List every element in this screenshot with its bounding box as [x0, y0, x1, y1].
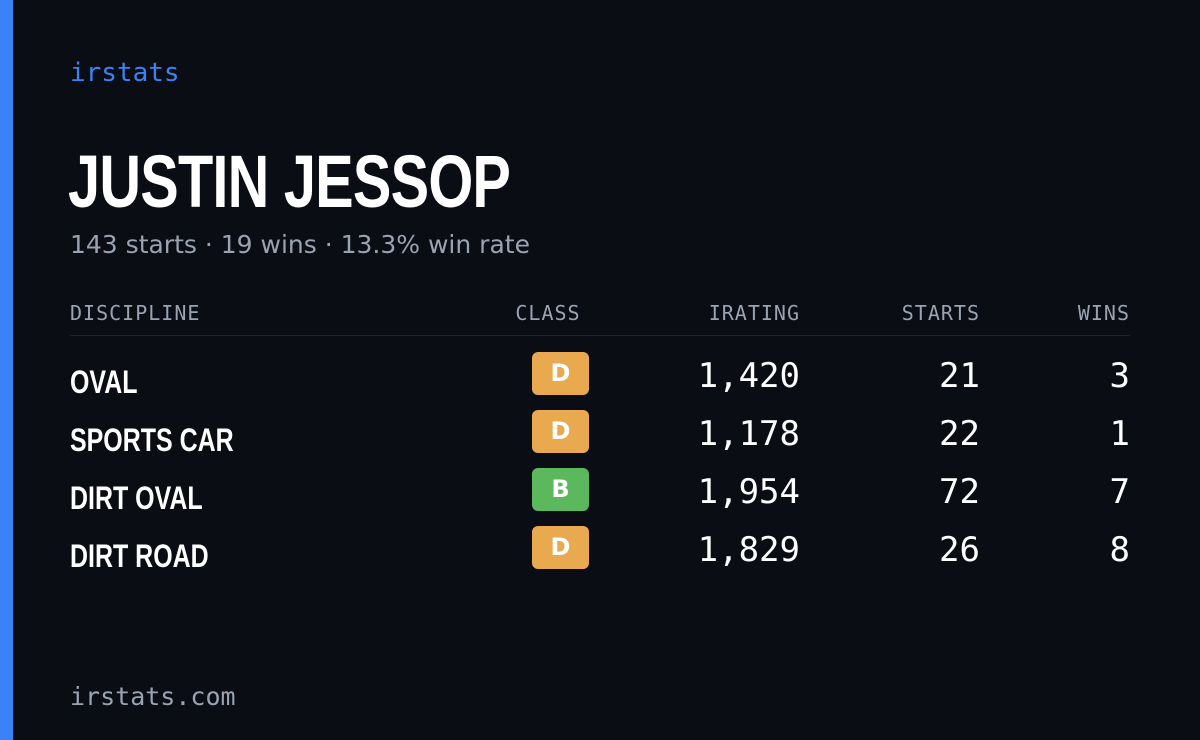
starts-value: 22 [939, 414, 980, 454]
table-body: OVAL D 1,420 21 3 SPORTS CAR D 1,178 22 … [70, 352, 1130, 584]
wins-value: 1 [1109, 414, 1130, 454]
irating-value: 1,420 [697, 356, 800, 396]
starts-value: 21 [939, 356, 980, 396]
footer-domain: irstats.com [70, 682, 236, 711]
discipline-table: DISCIPLINE CLASS IRATING STARTS WINS OVA… [70, 298, 1130, 584]
discipline-name: OVAL [70, 364, 138, 400]
wins-value: 3 [1109, 356, 1130, 396]
class-badge: B [532, 468, 589, 511]
accent-bar [0, 0, 13, 740]
driver-name: JUSTIN JESSOP [68, 140, 511, 223]
discipline-name: DIRT OVAL [70, 480, 203, 516]
irating-value: 1,178 [697, 414, 800, 454]
starts-value: 26 [939, 530, 980, 570]
table-row: OVAL D 1,420 21 3 [70, 352, 1130, 410]
table-row: DIRT OVAL B 1,954 72 7 [70, 468, 1130, 526]
header-wins: WINS [1077, 301, 1130, 325]
discipline-name: DIRT ROAD [70, 538, 209, 574]
header-discipline: DISCIPLINE [70, 301, 201, 325]
starts-value: 72 [939, 472, 980, 512]
header-starts: STARTS [901, 301, 980, 325]
table-header: DISCIPLINE CLASS IRATING STARTS WINS [70, 298, 1130, 336]
brand-logo: irstats [70, 58, 180, 88]
header-class: CLASS [515, 301, 581, 325]
discipline-name: SPORTS CAR [70, 422, 234, 458]
class-badge: D [532, 352, 589, 395]
irating-value: 1,954 [697, 472, 800, 512]
table-row: SPORTS CAR D 1,178 22 1 [70, 410, 1130, 468]
header-irating: IRATING [708, 301, 800, 325]
class-badge: D [532, 410, 589, 453]
table-row: DIRT ROAD D 1,829 26 8 [70, 526, 1130, 584]
driver-summary: 143 starts · 19 wins · 13.3% win rate [70, 230, 530, 259]
wins-value: 7 [1109, 472, 1130, 512]
wins-value: 8 [1109, 530, 1130, 570]
irating-value: 1,829 [697, 530, 800, 570]
class-badge: D [532, 526, 589, 569]
